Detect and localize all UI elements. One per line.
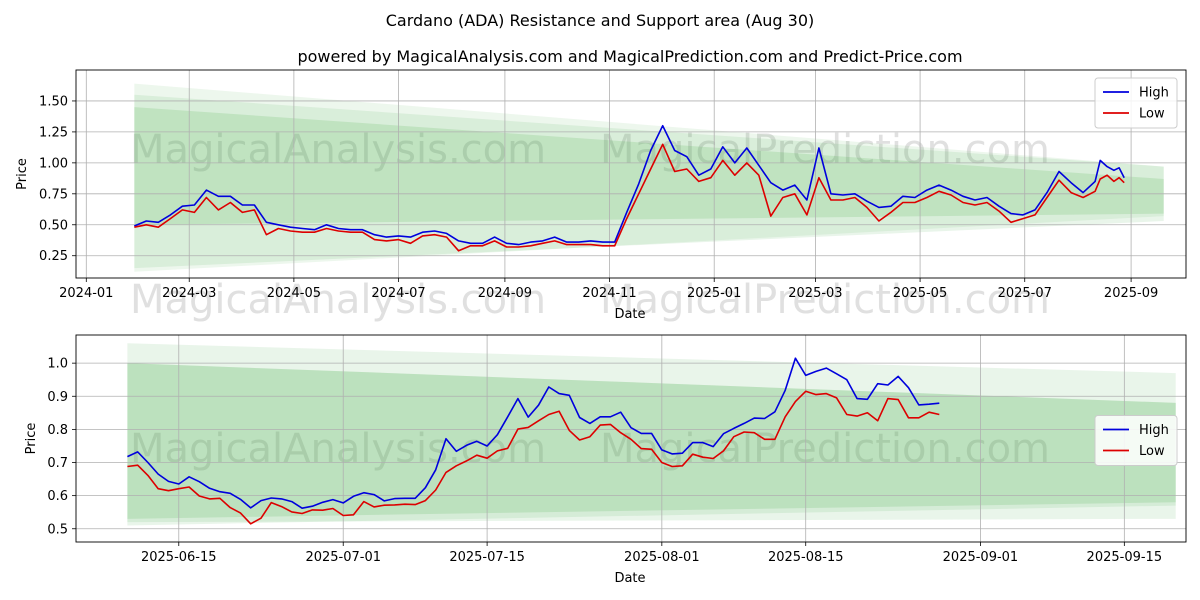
- support-resistance-band: [127, 363, 1176, 523]
- y-tick-label: 1.00: [39, 156, 68, 171]
- x-tick-label: 2025-09-01: [943, 550, 1019, 565]
- x-axis-label: Date: [614, 307, 645, 322]
- x-tick-label: 2024-09: [478, 286, 532, 301]
- x-tick-label: 2025-03: [788, 286, 842, 301]
- panel-2: MagicalAnalysis.com MagicalPrediction.com…: [24, 334, 1187, 586]
- x-tick-label: 2025-01: [687, 286, 741, 301]
- y-tick-label: 1.50: [39, 94, 68, 109]
- x-tick-label: 2025-08-15: [768, 550, 844, 565]
- x-tick-label: 2024-05: [267, 286, 321, 301]
- legend-label-low: Low: [1139, 444, 1165, 459]
- y-axis-label: Price: [15, 158, 30, 190]
- plot-frame: [75, 69, 1187, 279]
- y-tick-label: 0.7: [47, 456, 68, 471]
- legend-label-high: High: [1139, 86, 1169, 101]
- y-tick-label: 0.25: [39, 249, 68, 264]
- support-resistance-band: [134, 107, 1164, 225]
- watermark-text: MagicalPrediction.com: [600, 426, 1050, 472]
- chart-title: Cardano (ADA) Resistance and Support are…: [386, 11, 815, 30]
- watermark-text: MagicalAnalysis.com: [130, 426, 546, 472]
- legend-label-low: Low: [1139, 107, 1165, 122]
- y-tick-label: 0.9: [47, 390, 68, 405]
- watermark-text: MagicalPrediction.com: [600, 277, 1050, 323]
- series-line-high: [133, 124, 1125, 246]
- series-line-low: [127, 390, 940, 525]
- series-line-low: [134, 143, 1125, 252]
- x-tick-label: 2024-03: [162, 286, 216, 301]
- y-tick-label: 0.5: [47, 522, 68, 537]
- series-line-high: [127, 357, 940, 509]
- y-tick-label: 0.8: [47, 423, 68, 438]
- x-axis-label: Date: [614, 571, 645, 586]
- x-tick-label: 2024-07: [371, 286, 425, 301]
- support-resistance-band: [127, 363, 1176, 519]
- y-axis-label: Price: [24, 423, 39, 455]
- x-tick-label: 2025-07-15: [449, 550, 525, 565]
- x-tick-label: 2025-06-15: [141, 550, 217, 565]
- x-tick-label: 2025-05: [893, 286, 947, 301]
- watermark-text: MagicalAnalysis.com: [130, 127, 546, 173]
- panel-1: MagicalAnalysis.com MagicalPrediction.com…: [15, 69, 1187, 323]
- legend-label-high: High: [1139, 423, 1169, 438]
- x-tick-label: 2024-11: [582, 286, 636, 301]
- y-tick-label: 1.25: [39, 125, 68, 140]
- legend-box: [1094, 415, 1178, 466]
- y-tick-label: 0.75: [39, 187, 68, 202]
- x-tick-label: 2025-07-01: [305, 550, 381, 565]
- chart-subtitle: powered by MagicalAnalysis.com and Magic…: [297, 47, 962, 66]
- y-tick-label: 0.6: [47, 489, 68, 504]
- watermark-text: MagicalAnalysis.com: [130, 277, 546, 323]
- y-tick-label: 0.50: [39, 218, 68, 233]
- x-tick-label: 2024-01: [59, 286, 113, 301]
- x-tick-label: 2025-07: [998, 286, 1052, 301]
- x-tick-label: 2025-09-15: [1087, 550, 1163, 565]
- x-tick-label: 2025-08-01: [624, 550, 700, 565]
- y-tick-label: 1.0: [47, 357, 68, 372]
- x-tick-label: 2025-09: [1104, 286, 1158, 301]
- plot-frame: [75, 334, 1187, 543]
- legend-box: [1094, 77, 1178, 129]
